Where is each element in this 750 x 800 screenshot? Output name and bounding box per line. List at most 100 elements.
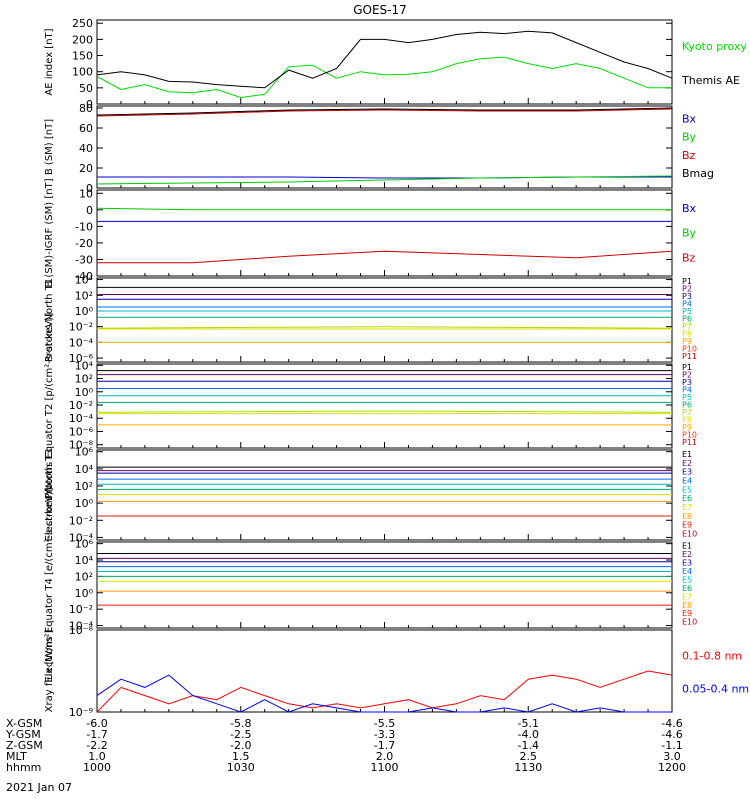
series-line-0-05-0-4-nm [96, 674, 672, 713]
y-tick-label: 0 [86, 182, 93, 195]
x-axis-value: 1.0 [88, 750, 106, 763]
panel-6: 10⁶ 10⁴ 10² 10⁰ 10⁻² 10⁻⁴ Electrons North T3 E1… [44, 446, 697, 545]
x-axis-value: 1200 [658, 761, 686, 774]
legend-entry: P3 [682, 378, 692, 387]
legend-entry: Bx [682, 202, 697, 215]
legend-entry: E8 [682, 512, 692, 521]
legend-entry: P1 [682, 277, 692, 286]
legend-entry: P7 [682, 408, 692, 417]
legend-entry: E7 [682, 503, 692, 512]
legend-entry: Bmag [682, 167, 714, 180]
y-tick-label: 10⁶ [75, 538, 94, 551]
legend-entry: E5 [682, 575, 692, 584]
series-line-p7 [96, 410, 673, 413]
legend-entry: E8 [682, 601, 692, 610]
legend-entry: P6 [682, 401, 692, 410]
legend-entry: Bz [682, 251, 696, 264]
panel-2: 0 20 40 60 80 B (SM) [nT] Bx By Bz Bmag [44, 102, 714, 195]
x-axis-value: -2.2 [86, 739, 107, 752]
x-axis-value: -4.6 [661, 728, 682, 741]
y-tick-label: -40 [75, 270, 93, 283]
legend-entry: P9 [682, 337, 692, 346]
x-axis-value: 1130 [514, 761, 542, 774]
legend-entry: Kyoto proxy AE [682, 40, 750, 53]
series-line-bmag [96, 107, 673, 116]
y-tick-label: 10⁰ [75, 386, 94, 399]
y-tick-label: 10² [75, 373, 93, 386]
legend-entry: P10 [682, 431, 697, 440]
y-tick-label: 10⁻² [69, 603, 93, 616]
y-tick-label: 10² [75, 570, 93, 583]
legend-entry: P5 [682, 307, 692, 316]
legend-entry: 0.1-0.8 nm [682, 650, 742, 663]
legend-entry: 0.05-0.4 nm [682, 682, 749, 695]
legend-entry: By [682, 227, 697, 240]
legend-entry: Bz [682, 149, 696, 162]
y-tick-label: 20 [79, 162, 93, 175]
x-axis-value: -1.7 [374, 739, 395, 752]
x-axis-value: 2.0 [376, 750, 394, 763]
legend-entry: E4 [682, 477, 692, 486]
y-axis-label: B (SM)-IGRF (SM) [nT] [44, 178, 55, 287]
x-axis-value: -3.3 [374, 728, 395, 741]
legend-entry: E2 [682, 550, 692, 559]
y-axis-label: Protons Equator T2 [p/(cm²-s-sr-keV)] [44, 313, 55, 500]
y-tick-label: 10⁰ [75, 497, 94, 510]
x-axis-value: -4.6 [661, 717, 682, 730]
y-tick-label: 40 [79, 142, 93, 155]
y-tick-label: 10² [75, 289, 93, 302]
legend-entry: P4 [682, 386, 692, 395]
y-tick-label: 10² [75, 480, 93, 493]
y-tick-label: -10 [75, 220, 93, 233]
y-tick-label: 10⁻⁹ [69, 706, 93, 719]
panel-frame [96, 277, 673, 363]
y-tick-label: 10⁻² [69, 514, 93, 527]
x-axis-value: 2.5 [520, 750, 538, 763]
legend-entry: P3 [682, 292, 692, 301]
series-line-by [96, 207, 672, 211]
panel-7: 10⁶ 10⁴ 10² 10⁰ 10⁻² 10⁻⁴ Electrons Equator T4… [44, 487, 697, 682]
x-axis-value: 1100 [371, 761, 399, 774]
legend-entry: P8 [682, 330, 692, 339]
panel-frame [96, 105, 673, 189]
legend-entry: E3 [682, 468, 692, 477]
y-tick-label: 0 [86, 98, 93, 111]
y-tick-label: 0 [86, 204, 93, 217]
legend-entry: P2 [682, 285, 692, 294]
legend-entry: P8 [682, 416, 692, 425]
y-tick-label: 10⁻⁴ [69, 531, 94, 544]
y-tick-label: 10⁻⁶ [69, 425, 94, 438]
x-axis-row-label: MLT [6, 750, 27, 763]
series-line-p7 [96, 326, 673, 329]
y-tick-label: 50 [79, 82, 93, 95]
y-tick-label: 10⁴ [75, 554, 94, 567]
y-tick-label: -20 [75, 237, 93, 250]
legend-entry: P5 [682, 393, 692, 402]
legend-entry: E4 [682, 567, 692, 576]
y-axis-label: Electrons North T3 [44, 448, 55, 541]
x-axis-value: -6.0 [86, 717, 107, 730]
series-line-themis-ae [96, 30, 673, 89]
y-tick-label: 10⁻⁸ [69, 439, 94, 452]
y-tick-label: 10⁻⁶ [69, 352, 94, 365]
legend-entry: E2 [682, 459, 692, 468]
legend-entry: P2 [682, 371, 692, 380]
y-tick-label: -30 [75, 253, 93, 266]
y-tick-label: 100 [72, 66, 93, 79]
panel-8: 10⁻⁸ 10⁻⁹ Xray flux [W/m²] 0.1-0.8 nm 0.05-0… [44, 624, 749, 719]
legend-entry: P7 [682, 322, 692, 331]
y-tick-label: 10⁴ [75, 359, 94, 372]
x-axis-value: -1.4 [518, 739, 539, 752]
x-axis-row-label: X-GSM [6, 717, 42, 730]
legend-entry: E10 [682, 618, 697, 627]
y-tick-label: 250 [72, 17, 93, 30]
panel-1: 0 50 100 150 200 250 AE index [nT] Kyoto proxy … [44, 17, 750, 111]
y-tick-label: 10⁴ [75, 274, 94, 287]
x-axis-value: 1.5 [232, 750, 250, 763]
x-axis-value: -2.0 [230, 739, 251, 752]
